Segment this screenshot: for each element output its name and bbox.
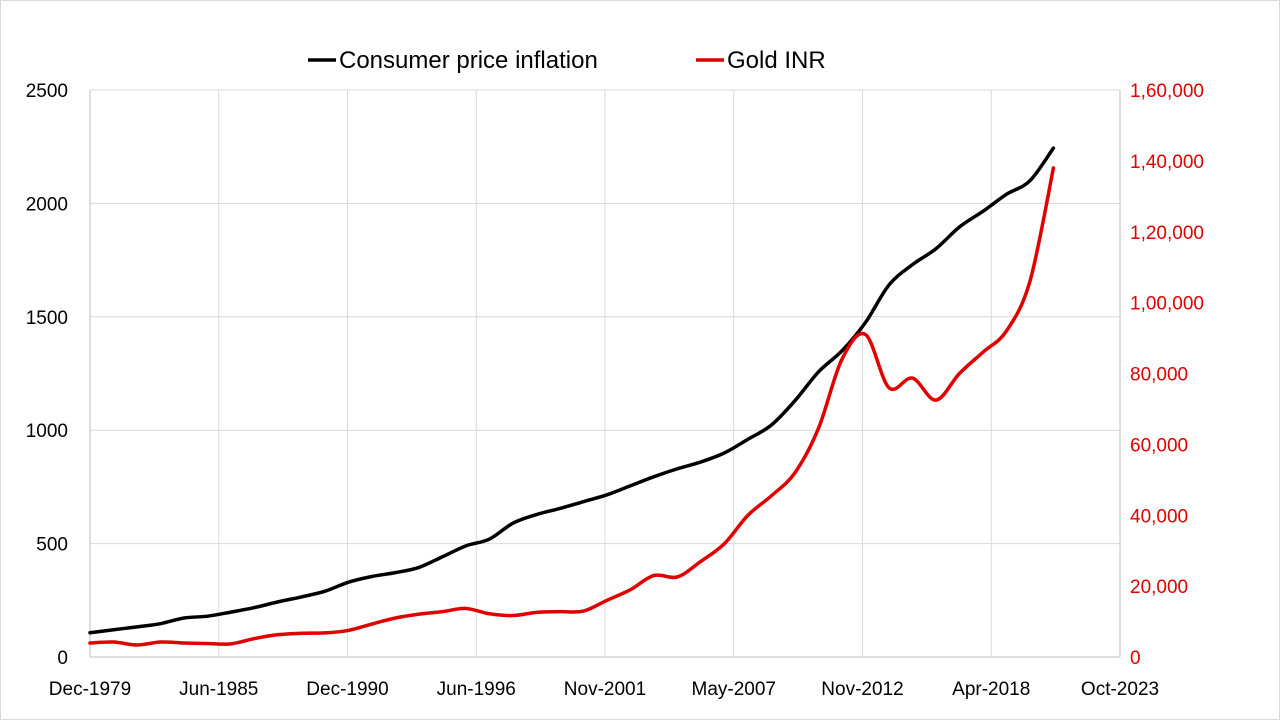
right-y-axis-ticks: 0 20,000 40,000 60,000 80,000 1,00,000 1,20,00… — [1130, 81, 1204, 669]
right-y-tick-label: 80,000 — [1130, 365, 1188, 386]
left-y-tick-label: 2000 — [26, 194, 68, 215]
right-y-tick-label: 1,20,000 — [1130, 223, 1204, 244]
cpi-series-line — [88, 146, 1056, 635]
right-y-tick-label: 20,000 — [1130, 577, 1188, 598]
x-tick-label: Jun-1996 — [437, 679, 516, 700]
left-y-tick-label: 2500 — [26, 81, 68, 102]
right-y-tick-label: 1,00,000 — [1130, 294, 1204, 315]
x-tick-label: Nov-2001 — [564, 679, 646, 700]
gridlines — [89, 89, 1121, 658]
right-y-tick-label: 0 — [1130, 648, 1141, 669]
x-axis-ticks: Dec-1979 Jun-1985 Dec-1990 Jun-1996 Nov-2001… — [49, 679, 1159, 700]
right-y-tick-label: 60,000 — [1130, 435, 1188, 456]
x-tick-label: Dec-1990 — [306, 679, 388, 700]
legend: Consumer price inflation Gold INR — [308, 47, 826, 74]
x-tick-label: Nov-2012 — [821, 679, 903, 700]
left-y-axis-ticks: 0 500 1000 1500 2000 2500 — [26, 81, 68, 669]
x-tick-label: Oct-2023 — [1081, 679, 1159, 700]
legend-label-cpi: Consumer price inflation — [339, 47, 598, 74]
left-y-tick-label: 0 — [57, 648, 68, 669]
x-tick-label: May-2007 — [692, 679, 777, 700]
x-tick-label: Jun-1985 — [179, 679, 258, 700]
x-tick-label: Dec-1979 — [49, 679, 131, 700]
right-y-tick-label: 1,40,000 — [1130, 152, 1204, 173]
legend-label-gold: Gold INR — [727, 47, 826, 74]
left-y-tick-label: 1000 — [26, 421, 68, 442]
right-y-tick-label: 1,60,000 — [1130, 81, 1204, 102]
left-y-tick-label: 1500 — [26, 308, 68, 329]
gold-inr-series-line — [88, 166, 1056, 647]
x-tick-label: Apr-2018 — [952, 679, 1030, 700]
right-y-tick-label: 40,000 — [1130, 506, 1188, 527]
left-y-tick-label: 500 — [36, 535, 68, 556]
series-lines — [88, 146, 1056, 647]
